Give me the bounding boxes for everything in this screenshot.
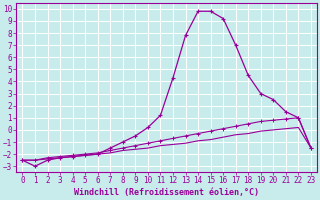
X-axis label: Windchill (Refroidissement éolien,°C): Windchill (Refroidissement éolien,°C): [74, 188, 259, 197]
